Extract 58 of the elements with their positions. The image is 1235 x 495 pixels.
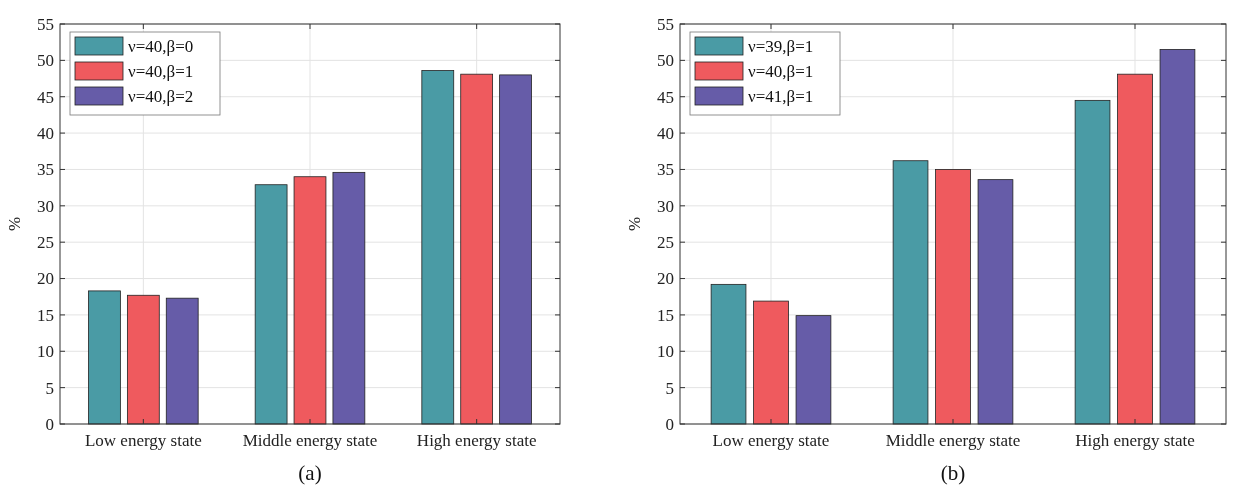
x-tick-label: High energy state [1075, 431, 1195, 450]
bar [753, 300, 789, 425]
bar [710, 283, 747, 425]
x-tick-label: Low energy state [712, 431, 830, 450]
y-tick-label: 45 [657, 87, 674, 107]
x-tick-label: High energy state [416, 431, 537, 450]
bar [892, 160, 929, 425]
legend-label: ν=41,β=1 [748, 87, 814, 106]
y-tick-label: 30 [657, 196, 674, 216]
y-tick-label: 20 [37, 269, 54, 289]
bar [977, 179, 1014, 425]
bar [293, 176, 327, 425]
legend-label: ν=40,β=1 [128, 62, 194, 81]
bar [460, 73, 494, 425]
y-tick-label: 15 [657, 305, 674, 325]
y-tick-label: 55 [37, 14, 54, 34]
y-axis-title: % [625, 216, 644, 232]
y-tick-label: 35 [657, 160, 674, 180]
bar [165, 297, 199, 425]
y-tick-label: 0 [45, 414, 54, 434]
y-tick-label: 15 [37, 305, 54, 325]
x-tick-label: Middle energy state [242, 431, 378, 450]
text: (a) [298, 461, 322, 485]
bar [499, 74, 532, 425]
y-tick-label: 10 [37, 342, 54, 362]
x-tick-label: Middle energy state [885, 431, 1021, 450]
y-tick-label: 35 [37, 160, 54, 180]
bar [421, 70, 455, 425]
bar [88, 290, 121, 425]
text: (b) [940, 461, 966, 485]
x-tick-label: Low energy state [84, 431, 202, 450]
y-tick-label: 55 [657, 14, 674, 34]
legend-label: ν=40,β=1 [748, 62, 814, 81]
bar [795, 315, 832, 425]
y-axis-title: % [5, 216, 24, 232]
bar [332, 171, 366, 425]
y-tick-label: 25 [657, 233, 674, 253]
bar [1074, 99, 1111, 425]
y-tick-label: 25 [37, 233, 54, 253]
legend-label: ν=40,β=0 [128, 37, 194, 56]
y-tick-label: 40 [37, 124, 54, 144]
y-tick-label: 50 [37, 51, 54, 71]
bar [1117, 73, 1153, 425]
bar [126, 294, 160, 425]
y-tick-label: 5 [665, 378, 674, 398]
y-tick-label: 45 [37, 87, 54, 107]
bar [1159, 49, 1196, 425]
y-tick-label: 50 [657, 51, 674, 71]
y-tick-label: 20 [657, 269, 674, 289]
bar [254, 184, 288, 425]
bar [935, 169, 971, 425]
y-tick-label: 5 [45, 378, 54, 398]
legend-label: ν=40,β=2 [128, 87, 194, 106]
y-tick-label: 40 [657, 124, 674, 144]
y-tick-label: 30 [37, 196, 54, 216]
y-tick-label: 10 [657, 342, 674, 362]
legend-label: ν=39,β=1 [748, 37, 814, 56]
y-tick-label: 0 [665, 414, 674, 434]
